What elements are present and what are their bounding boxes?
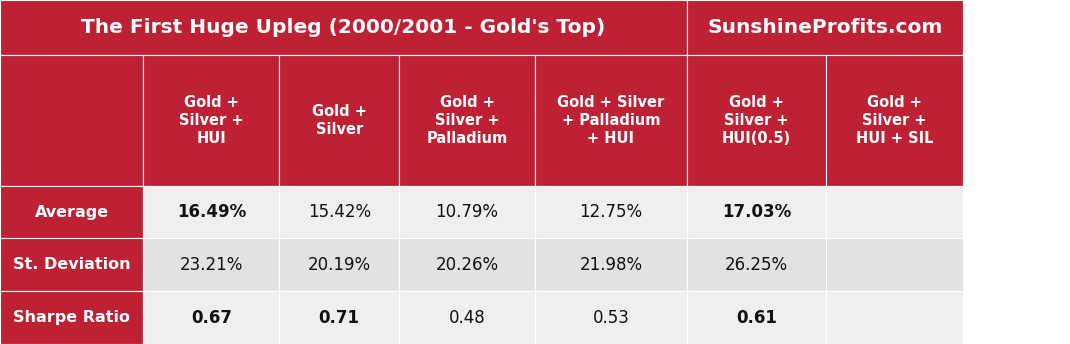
- Text: St. Deviation: St. Deviation: [13, 257, 131, 272]
- Text: 0.48: 0.48: [448, 309, 486, 326]
- Text: 0.61: 0.61: [736, 309, 777, 326]
- Bar: [399, 238, 535, 291]
- Bar: [0, 55, 143, 186]
- Text: 0.71: 0.71: [319, 309, 360, 326]
- Text: 0.67: 0.67: [190, 309, 232, 326]
- Text: 10.79%: 10.79%: [435, 203, 499, 221]
- Text: Gold +
Silver +
HUI: Gold + Silver + HUI: [179, 95, 244, 146]
- Bar: [826, 291, 963, 344]
- Bar: [535, 55, 687, 186]
- Bar: [687, 291, 826, 344]
- Text: 21.98%: 21.98%: [580, 256, 642, 274]
- Bar: [0, 291, 143, 344]
- Bar: [687, 0, 963, 55]
- Text: Gold +
Silver: Gold + Silver: [311, 104, 367, 137]
- Bar: [143, 186, 279, 238]
- Bar: [279, 238, 399, 291]
- Bar: [399, 186, 535, 238]
- Text: Gold +
Silver +
Palladium: Gold + Silver + Palladium: [427, 95, 507, 146]
- Bar: [0, 0, 687, 55]
- Bar: [279, 186, 399, 238]
- Bar: [279, 291, 399, 344]
- Bar: [826, 238, 963, 291]
- Bar: [535, 186, 687, 238]
- Text: Gold + Silver
+ Palladium
+ HUI: Gold + Silver + Palladium + HUI: [557, 95, 664, 146]
- Bar: [0, 186, 143, 238]
- Bar: [399, 291, 535, 344]
- Text: Sharpe Ratio: Sharpe Ratio: [13, 310, 131, 325]
- Text: 20.19%: 20.19%: [308, 256, 370, 274]
- Text: 0.53: 0.53: [593, 309, 629, 326]
- Text: 17.03%: 17.03%: [722, 203, 791, 221]
- Text: 16.49%: 16.49%: [177, 203, 246, 221]
- Bar: [143, 238, 279, 291]
- Text: 15.42%: 15.42%: [308, 203, 370, 221]
- Bar: [826, 186, 963, 238]
- Bar: [399, 55, 535, 186]
- Bar: [687, 186, 826, 238]
- Text: Gold +
Silver +
HUI + SIL: Gold + Silver + HUI + SIL: [856, 95, 933, 146]
- Bar: [279, 55, 399, 186]
- Bar: [0, 238, 143, 291]
- Text: The First Huge Upleg (2000/2001 - Gold's Top): The First Huge Upleg (2000/2001 - Gold's…: [81, 18, 606, 37]
- Text: 23.21%: 23.21%: [180, 256, 243, 274]
- Text: 20.26%: 20.26%: [435, 256, 499, 274]
- Bar: [687, 238, 826, 291]
- Text: 12.75%: 12.75%: [580, 203, 642, 221]
- Bar: [143, 291, 279, 344]
- Text: 26.25%: 26.25%: [725, 256, 788, 274]
- Text: SunshineProfits.com: SunshineProfits.com: [707, 18, 943, 37]
- Bar: [143, 55, 279, 186]
- Text: Gold +
Silver +
HUI(0.5): Gold + Silver + HUI(0.5): [722, 95, 791, 146]
- Bar: [535, 238, 687, 291]
- Bar: [687, 55, 826, 186]
- Bar: [535, 291, 687, 344]
- Bar: [826, 55, 963, 186]
- Text: Average: Average: [34, 205, 109, 219]
